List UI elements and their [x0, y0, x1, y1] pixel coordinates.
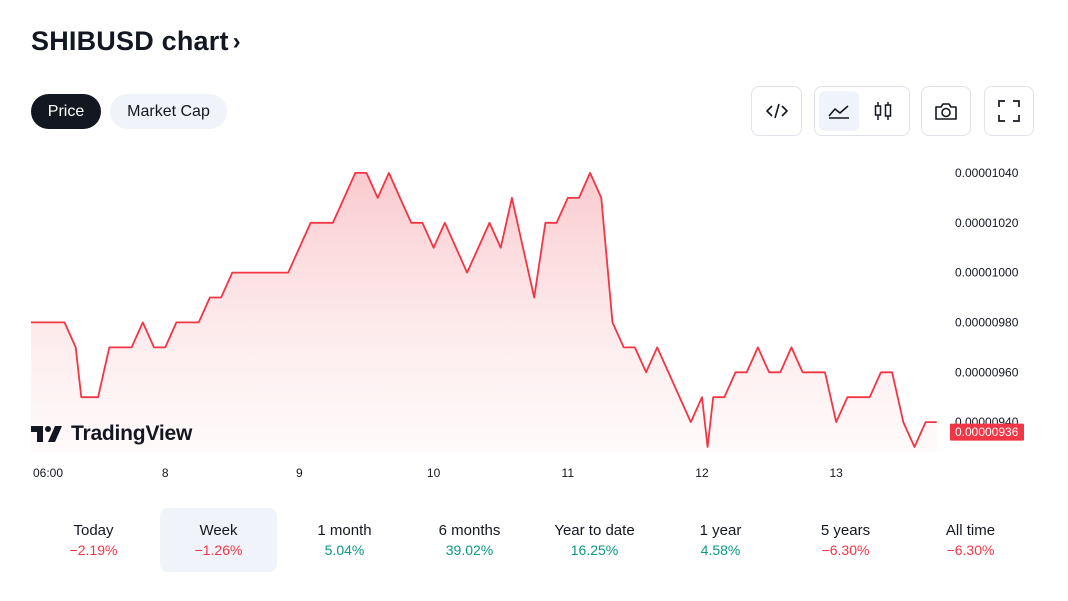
tab-price[interactable]: Price	[31, 94, 101, 129]
x-tick-label: 11	[562, 466, 575, 480]
price-chart[interactable]: 0.00001040 0.00001020 0.00001000 0.00000980…	[0, 150, 1068, 490]
range-tab-today[interactable]: Today −2.19%	[35, 508, 152, 572]
last-price-label: 0.00000936	[955, 425, 1019, 439]
x-tick-label: 12	[695, 466, 709, 480]
range-change: 5.04%	[324, 542, 365, 558]
y-axis: 0.00001040 0.00001020 0.00001000 0.00000980…	[955, 166, 1019, 429]
range-tab-6-months[interactable]: 6 months 39.02%	[411, 508, 528, 572]
range-label: Week	[199, 522, 238, 539]
x-tick-label: 10	[427, 466, 441, 480]
range-change: −1.26%	[194, 542, 243, 558]
range-change: −6.30%	[946, 542, 995, 558]
y-tick-label: 0.00001040	[955, 166, 1019, 180]
page-title: SHIBUSD chart	[31, 26, 229, 56]
range-tab-week[interactable]: Week −1.26%	[160, 508, 277, 572]
x-tick-label: 9	[296, 466, 303, 480]
y-tick-label: 0.00000960	[955, 365, 1019, 379]
range-label: All time	[945, 522, 996, 539]
range-change: −6.30%	[821, 542, 870, 558]
y-tick-label: 0.00000980	[955, 315, 1019, 329]
range-label: Year to date	[554, 522, 635, 539]
chevron-right-icon: ›	[232, 28, 241, 55]
range-change: 39.02%	[445, 542, 494, 558]
y-tick-label: 0.00001020	[955, 216, 1019, 230]
price-line	[31, 172, 937, 448]
x-axis: 06:00 8 9 10 11 12 13	[33, 466, 843, 480]
area-chart-icon	[828, 105, 849, 119]
area-style-button[interactable]	[819, 91, 859, 131]
range-tab-1-month[interactable]: 1 month 5.04%	[286, 508, 403, 572]
embed-button[interactable]	[751, 86, 802, 136]
x-tick-label: 06:00	[33, 466, 63, 480]
candlestick-icon	[874, 102, 892, 120]
range-label: 6 months	[438, 522, 501, 539]
last-price-tag: 0.00000936	[950, 423, 1024, 441]
range-tab-1-year[interactable]: 1 year 4.58%	[662, 508, 779, 572]
range-label: Today	[73, 522, 114, 539]
tradingview-logo-icon	[31, 426, 62, 442]
x-tick-label: 8	[162, 466, 169, 480]
tab-market-cap[interactable]: Market Cap	[110, 94, 227, 129]
chart-title-link[interactable]: SHIBUSD chart ›	[31, 26, 241, 57]
chart-style-toggle	[814, 86, 910, 136]
snapshot-button[interactable]	[921, 86, 971, 136]
fullscreen-button[interactable]	[984, 86, 1034, 136]
range-tab-year-to-date[interactable]: Year to date 16.25%	[536, 508, 653, 572]
range-tab-5-years[interactable]: 5 years −6.30%	[787, 508, 904, 572]
tradingview-wordmark: TradingView	[71, 422, 193, 445]
camera-icon	[935, 103, 957, 120]
range-label: 1 month	[317, 522, 372, 539]
range-label: 5 years	[820, 522, 871, 539]
range-change: −2.19%	[69, 542, 118, 558]
range-change: 16.25%	[570, 542, 619, 558]
range-label: 1 year	[699, 522, 742, 539]
code-icon	[765, 103, 788, 119]
price-area-fill	[31, 172, 937, 452]
range-change: 4.58%	[700, 542, 741, 558]
fullscreen-icon	[998, 100, 1020, 122]
y-tick-label: 0.00001000	[955, 266, 1019, 280]
x-tick-label: 13	[829, 466, 843, 480]
range-tab-all-time[interactable]: All time −6.30%	[912, 508, 1029, 572]
tradingview-logo: TradingView	[31, 422, 192, 446]
candle-style-button[interactable]	[863, 91, 903, 131]
